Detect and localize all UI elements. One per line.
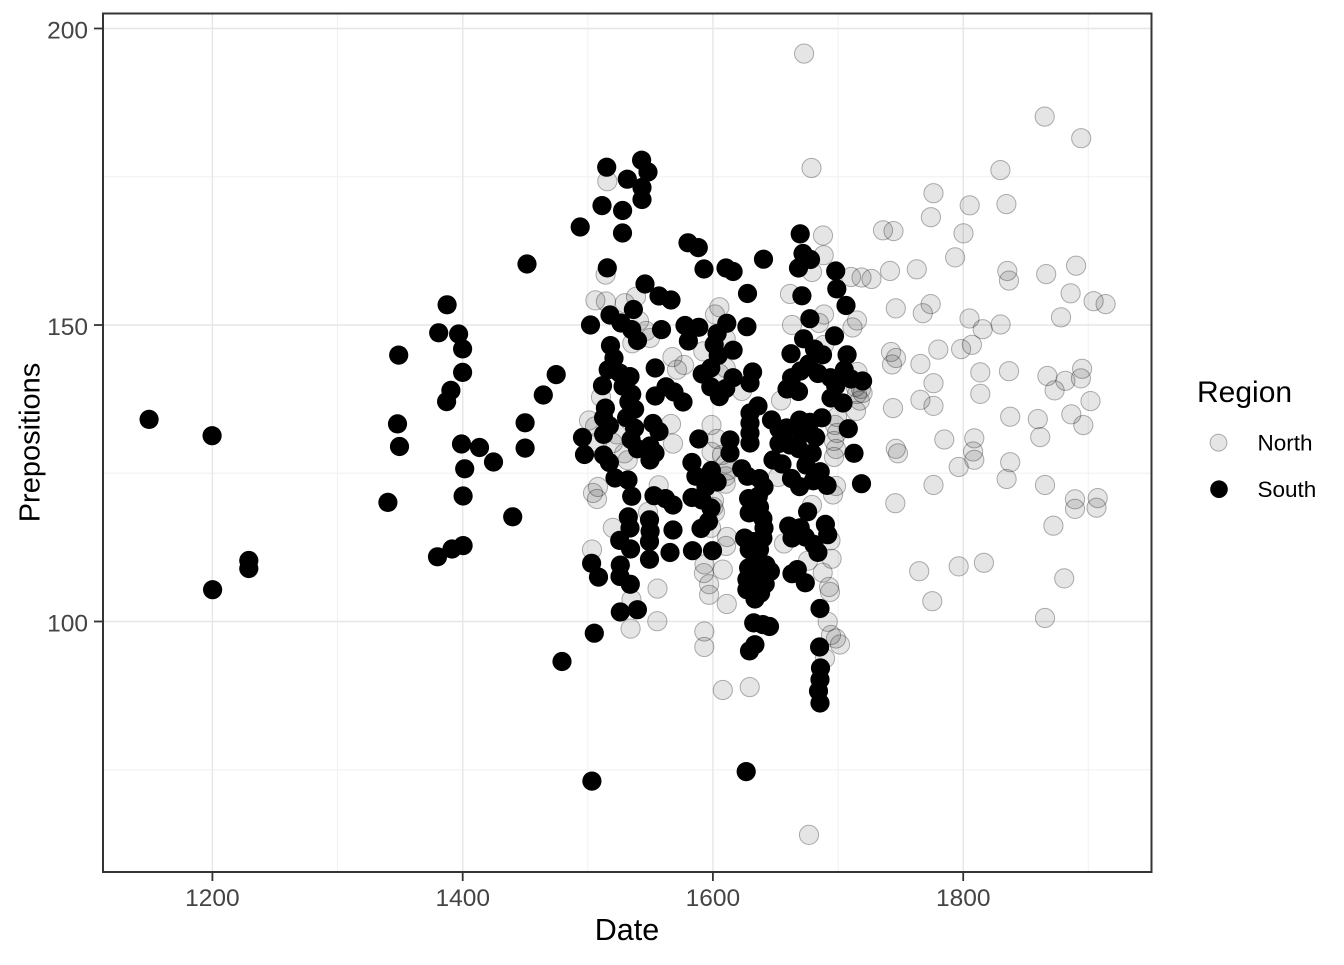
svg-text:Date: Date [595, 913, 659, 947]
svg-text:1400: 1400 [435, 885, 490, 912]
svg-text:South: South [1258, 477, 1317, 502]
svg-text:150: 150 [47, 314, 88, 341]
svg-text:Prepositions: Prepositions [15, 363, 47, 523]
svg-text:Region: Region [1197, 376, 1292, 409]
svg-text:1600: 1600 [686, 885, 741, 912]
svg-text:North: North [1258, 431, 1313, 456]
svg-text:200: 200 [47, 18, 88, 45]
svg-text:1800: 1800 [936, 885, 991, 912]
svg-text:100: 100 [47, 611, 88, 638]
svg-text:1200: 1200 [185, 885, 240, 912]
